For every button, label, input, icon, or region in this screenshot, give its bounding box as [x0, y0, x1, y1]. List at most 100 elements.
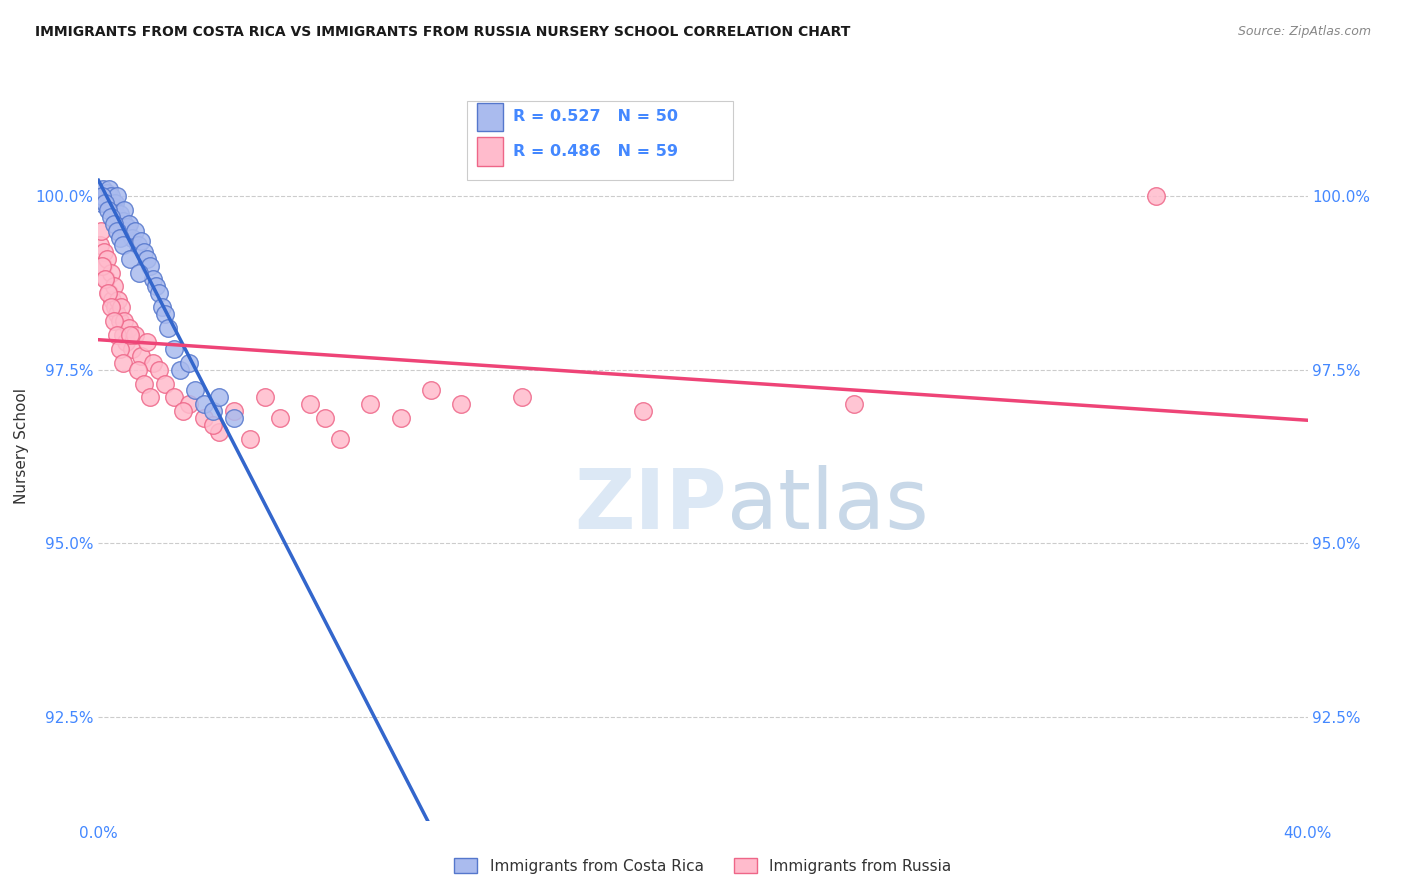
Point	[111, 328, 134, 343]
Point	[132, 376, 155, 391]
Point	[118, 217, 141, 231]
Point	[114, 224, 136, 238]
Text: IMMIGRANTS FROM COSTA RICA VS IMMIGRANTS FROM RUSSIA NURSERY SCHOOL CORRELATION : IMMIGRANTS FROM COSTA RICA VS IMMIGRANTS…	[35, 25, 851, 39]
Point	[121, 231, 143, 245]
Point	[93, 189, 115, 203]
Point	[253, 391, 276, 405]
Point	[118, 321, 141, 335]
Point	[844, 397, 866, 411]
Point	[224, 411, 246, 425]
Point	[145, 279, 167, 293]
Point	[179, 356, 201, 370]
Point	[97, 203, 120, 218]
Point	[100, 300, 122, 314]
Point	[100, 210, 122, 224]
Point	[420, 384, 443, 398]
Point	[96, 186, 118, 200]
Point	[127, 237, 149, 252]
Point	[314, 411, 336, 425]
Point	[193, 411, 215, 425]
Point	[127, 362, 149, 376]
Point	[94, 272, 117, 286]
Point	[153, 376, 176, 391]
Point	[128, 266, 150, 280]
Point	[105, 328, 128, 343]
Point	[98, 286, 121, 301]
Point	[94, 272, 117, 286]
Point	[108, 314, 131, 328]
Point	[115, 220, 138, 235]
Point	[124, 328, 146, 343]
Point	[108, 206, 131, 220]
Point	[101, 203, 124, 218]
Point	[389, 411, 412, 425]
Point	[110, 300, 132, 314]
Point	[202, 404, 225, 418]
Point	[90, 196, 112, 211]
Point	[1146, 189, 1168, 203]
Point	[91, 182, 114, 196]
Point	[90, 224, 112, 238]
Point	[107, 293, 129, 308]
Point	[163, 391, 186, 405]
Point	[208, 391, 231, 405]
Point	[129, 349, 152, 363]
Point	[108, 231, 131, 245]
Text: R = 0.527   N = 50: R = 0.527 N = 50	[513, 110, 678, 125]
Point	[208, 425, 231, 439]
Point	[184, 384, 207, 398]
Y-axis label: Nursery School: Nursery School	[14, 388, 28, 504]
Point	[139, 259, 162, 273]
Point	[329, 432, 352, 446]
Point	[299, 397, 322, 411]
Point	[101, 293, 124, 308]
Point	[107, 210, 129, 224]
Point	[104, 300, 127, 314]
Point	[105, 189, 128, 203]
Text: Source: ZipAtlas.com: Source: ZipAtlas.com	[1237, 25, 1371, 38]
FancyBboxPatch shape	[467, 102, 734, 180]
Point	[111, 213, 134, 227]
Text: R = 0.486   N = 59: R = 0.486 N = 59	[513, 145, 678, 159]
Point	[156, 321, 179, 335]
Point	[112, 237, 135, 252]
Point	[132, 244, 155, 259]
Point	[224, 404, 246, 418]
Point	[97, 286, 120, 301]
FancyBboxPatch shape	[477, 137, 503, 166]
Point	[124, 224, 146, 238]
Point	[269, 411, 291, 425]
Point	[169, 362, 191, 376]
Point	[93, 244, 115, 259]
Point	[91, 189, 114, 203]
Point	[120, 252, 142, 266]
Point	[103, 217, 125, 231]
Text: ZIP: ZIP	[575, 466, 727, 547]
Point	[103, 279, 125, 293]
Point	[631, 404, 654, 418]
Point	[96, 252, 118, 266]
Point	[105, 224, 128, 238]
Point	[105, 307, 128, 321]
Point	[112, 314, 135, 328]
Point	[510, 391, 533, 405]
Text: atlas: atlas	[727, 466, 929, 547]
Point	[202, 418, 225, 433]
Point	[98, 182, 121, 196]
Point	[121, 342, 143, 356]
Point	[360, 397, 382, 411]
Point	[103, 200, 125, 214]
Point	[110, 217, 132, 231]
Point	[129, 235, 152, 249]
Point	[94, 196, 117, 211]
Point	[112, 356, 135, 370]
Point	[163, 342, 186, 356]
Point	[108, 342, 131, 356]
Point	[112, 203, 135, 218]
Point	[103, 314, 125, 328]
Point	[148, 362, 170, 376]
Point	[150, 300, 173, 314]
Point	[91, 259, 114, 273]
FancyBboxPatch shape	[477, 103, 503, 131]
Point	[450, 397, 472, 411]
